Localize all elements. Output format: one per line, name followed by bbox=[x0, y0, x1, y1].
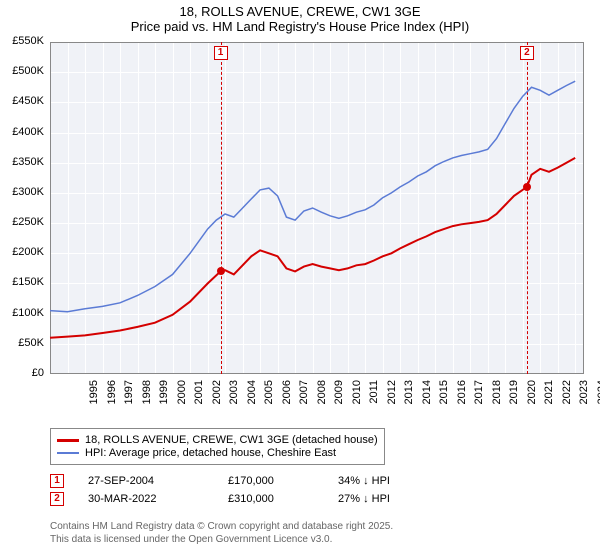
legend-label: 18, ROLLS AVENUE, CREWE, CW1 3GE (detach… bbox=[85, 434, 378, 446]
sales-row: 1 27-SEP-2004£170,00034% ↓ HPI bbox=[50, 472, 448, 490]
footer-line2: This data is licensed under the Open Gov… bbox=[50, 533, 393, 546]
sales-row: 2 30-MAR-2022£310,00027% ↓ HPI bbox=[50, 490, 448, 508]
series-hpi bbox=[50, 81, 575, 312]
attribution-footer: Contains HM Land Registry data © Crown c… bbox=[50, 520, 393, 546]
footer-line1: Contains HM Land Registry data © Crown c… bbox=[50, 520, 393, 533]
legend-row: 18, ROLLS AVENUE, CREWE, CW1 3GE (detach… bbox=[57, 434, 378, 446]
sales-row-date: 27-SEP-2004 bbox=[88, 475, 228, 487]
legend-label: HPI: Average price, detached house, Ches… bbox=[85, 447, 336, 459]
sales-row-delta: 34% ↓ HPI bbox=[338, 475, 448, 487]
legend-row: HPI: Average price, detached house, Ches… bbox=[57, 447, 378, 459]
legend: 18, ROLLS AVENUE, CREWE, CW1 3GE (detach… bbox=[50, 428, 385, 465]
sales-row-delta: 27% ↓ HPI bbox=[338, 493, 448, 505]
sale-point bbox=[523, 183, 531, 191]
sales-row-price: £310,000 bbox=[228, 493, 338, 505]
sales-row-marker: 1 bbox=[50, 474, 64, 488]
sales-row-price: £170,000 bbox=[228, 475, 338, 487]
sales-row-date: 30-MAR-2022 bbox=[88, 493, 228, 505]
legend-swatch bbox=[57, 439, 79, 442]
series-price_paid bbox=[50, 158, 575, 338]
sales-table: 1 27-SEP-2004£170,00034% ↓ HPI 2 30-MAR-202… bbox=[50, 472, 448, 508]
sale-point bbox=[217, 267, 225, 275]
legend-swatch bbox=[57, 452, 79, 455]
sales-row-marker: 2 bbox=[50, 492, 64, 506]
